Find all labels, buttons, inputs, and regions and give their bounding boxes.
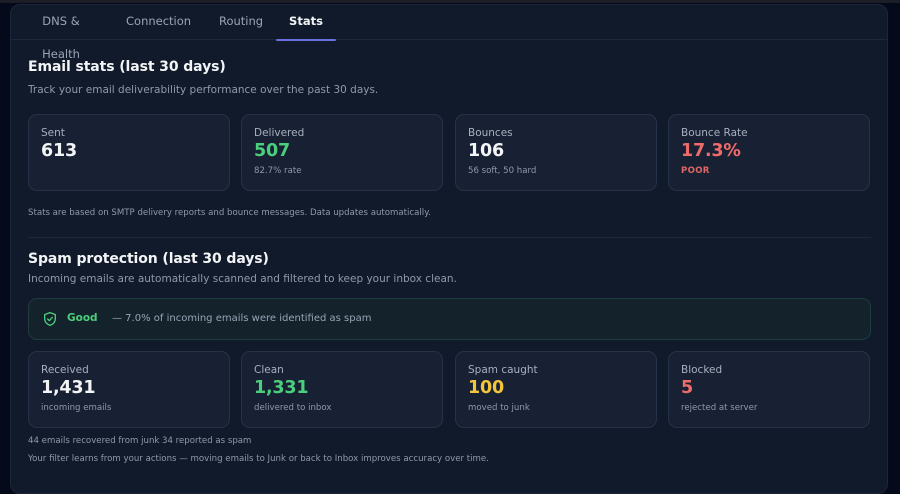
stat-value: 613 (41, 141, 77, 161)
stat-card-sent: Sent 613 (28, 114, 230, 191)
tab-stats[interactable]: Stats (276, 5, 336, 41)
stat-card-spam-caught: Spam caught 100 moved to junk (455, 351, 657, 428)
stat-meta: moved to junk (468, 403, 530, 413)
stat-label: Spam caught (468, 364, 538, 376)
stat-card-received: Received 1,431 incoming emails (28, 351, 230, 428)
reported-as-spam-count: 34 reported as spam (162, 436, 252, 446)
spam-status-message: — 7.0% of incoming emails were identifie… (112, 313, 372, 324)
stat-card-clean: Clean 1,331 delivered to inbox (241, 351, 443, 428)
stat-meta: delivered to inbox (254, 403, 332, 413)
stats-panel: DNS & Health Connection Routing Stats Em… (10, 4, 888, 494)
tab-routing[interactable]: Routing (219, 14, 264, 28)
stat-value: 1,431 (41, 378, 96, 398)
stat-card-bounce-rate: Bounce Rate 17.3% POOR (668, 114, 870, 191)
stat-card-blocked: Blocked 5 rejected at server (668, 351, 870, 428)
stat-label: Blocked (681, 364, 723, 376)
stat-meta: 56 soft, 50 hard (468, 166, 537, 176)
stat-value: 100 (468, 378, 504, 398)
spam-status-banner: Good — 7.0% of incoming emails were iden… (28, 298, 871, 340)
stat-value: 5 (681, 378, 693, 398)
stat-meta: 82.7% rate (254, 166, 302, 176)
tab-bar: DNS & Health Connection Routing Stats (11, 5, 887, 61)
stat-value: 17.3% (681, 141, 741, 161)
stat-card-bounces: Bounces 106 56 soft, 50 hard (455, 114, 657, 191)
window-top-edge (0, 0, 900, 3)
stat-meta: rejected at server (681, 403, 758, 413)
stat-label: Sent (41, 127, 65, 139)
email-stats-title: Email stats (last 30 days) (28, 59, 226, 75)
section-divider (28, 237, 871, 238)
stat-meta: incoming emails (41, 403, 112, 413)
spam-protection-subtitle: Incoming emails are automatically scanne… (28, 273, 457, 285)
stat-value: 106 (468, 141, 504, 161)
recovered-from-junk-count: 44 emails recovered from junk (28, 436, 160, 446)
stat-label: Bounces (468, 127, 513, 139)
spam-status-label: Good (67, 312, 98, 324)
stat-label: Clean (254, 364, 284, 376)
stat-label: Bounce Rate (681, 127, 748, 139)
stat-value: 1,331 (254, 378, 309, 398)
stat-card-delivered: Delivered 507 82.7% rate (241, 114, 443, 191)
shield-check-icon (44, 312, 56, 326)
stat-value: 507 (254, 141, 290, 161)
stat-label: Delivered (254, 127, 305, 139)
tab-dns-health[interactable]: DNS & Health (42, 14, 80, 61)
spam-protection-title: Spam protection (last 30 days) (28, 251, 269, 267)
stat-label: Received (41, 364, 89, 376)
status-badge-poor: POOR (681, 166, 710, 176)
email-stats-subtitle: Track your email deliverability performa… (28, 84, 379, 96)
tab-connection[interactable]: Connection (126, 14, 192, 28)
email-stats-note: Stats are based on SMTP delivery reports… (28, 208, 431, 218)
filter-learning-note: Your filter learns from your actions — m… (28, 454, 489, 464)
